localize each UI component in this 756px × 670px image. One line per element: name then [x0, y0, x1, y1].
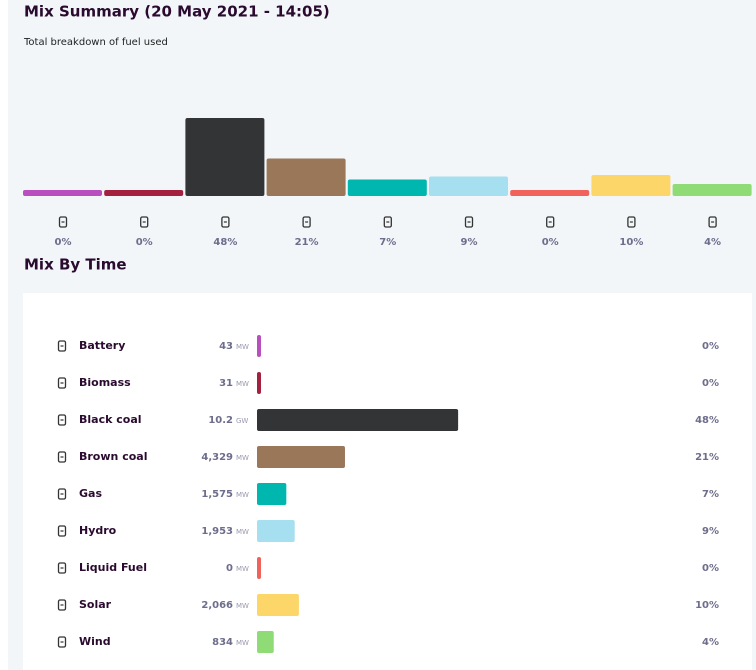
fuel-percent: 48%	[695, 415, 719, 426]
card	[23, 293, 752, 670]
summary-title: Mix Summary (20 May 2021 - 14:05)	[24, 3, 330, 21]
fuel-percent: 10%	[695, 600, 719, 611]
summary-percent: 0%	[542, 237, 559, 248]
fuel-name: Wind	[79, 635, 111, 648]
summary-bar	[185, 118, 265, 196]
fuel-bar	[257, 372, 261, 394]
section-title: Mix By Time	[24, 256, 127, 274]
summary-subtitle: Total breakdown of fuel used	[23, 37, 168, 48]
fuel-percent: 0%	[702, 563, 719, 574]
icon	[58, 216, 68, 228]
icon	[57, 636, 67, 648]
fuel-unit: GW	[236, 417, 248, 425]
fuel-bar	[257, 631, 274, 653]
fuel-unit: MW	[236, 343, 249, 351]
icon	[302, 216, 311, 228]
fuel-value: 1,953	[201, 526, 233, 537]
fuel-name: Biomass	[79, 376, 131, 389]
icon	[57, 340, 67, 352]
fuel-bar	[257, 483, 287, 505]
fuel-unit: MW	[236, 565, 249, 573]
summary-percent: 4%	[704, 237, 721, 248]
summary-bar	[672, 184, 752, 196]
summary-bar	[429, 176, 508, 196]
fuel-bar	[257, 335, 261, 357]
fuel-percent: 9%	[702, 526, 719, 537]
fuel-bar	[257, 557, 261, 579]
fuel-name: Solar	[79, 598, 112, 611]
fuel-name: Battery	[79, 339, 125, 352]
summary-bar	[347, 179, 427, 196]
fuel-unit: MW	[236, 639, 249, 647]
icon	[383, 216, 392, 228]
fuel-bar	[257, 520, 295, 542]
icon	[57, 377, 67, 389]
icon	[57, 599, 67, 611]
icon	[57, 414, 67, 426]
icon	[546, 216, 555, 228]
summary-bar	[510, 190, 590, 196]
icon	[57, 451, 67, 463]
icon	[57, 488, 67, 500]
fuel-name: Liquid Fuel	[79, 561, 147, 574]
icon	[57, 525, 67, 537]
fuel-name: Black coal	[79, 413, 142, 426]
summary-percent: 21%	[295, 237, 319, 248]
fuel-percent: 0%	[702, 341, 719, 352]
fuel-bar	[257, 409, 459, 431]
summary-bar	[591, 175, 671, 196]
summary-bar	[104, 190, 184, 196]
fuel-percent: 7%	[702, 489, 719, 500]
summary-percent: 48%	[213, 237, 237, 248]
icon	[140, 216, 149, 228]
fuel-bar	[257, 594, 299, 616]
icon	[57, 562, 67, 574]
summary-bar	[266, 158, 346, 196]
icon	[627, 216, 636, 228]
icon	[708, 216, 717, 228]
fuel-percent: 4%	[702, 637, 719, 648]
fuel-value: 0	[226, 563, 233, 574]
fuel-value: 4,329	[201, 452, 233, 463]
fuel-value: 10.2	[208, 415, 233, 426]
fuel-value: 834	[212, 637, 233, 648]
icon	[221, 216, 230, 228]
fuel-unit: MW	[236, 491, 249, 499]
fuel-value: 31	[219, 378, 233, 389]
fuel-name: Gas	[79, 487, 102, 500]
fuel-unit: MW	[236, 602, 249, 610]
fuel-name: Brown coal	[79, 450, 147, 463]
fuel-value: 1,575	[201, 489, 233, 500]
fuel-value: 43	[219, 341, 233, 352]
fuel-unit: MW	[236, 528, 249, 536]
summary-bar	[23, 190, 102, 196]
fuel-percent: 21%	[695, 452, 719, 463]
fuel-name: Hydro	[79, 524, 117, 537]
summary-percent: 0%	[55, 237, 72, 248]
summary-percent: 0%	[136, 237, 153, 248]
fuel-bar	[257, 446, 345, 468]
summary-percent: 10%	[619, 237, 643, 248]
fuel-unit: MW	[236, 380, 249, 388]
icon	[464, 216, 474, 228]
summary-percent: 9%	[461, 237, 478, 248]
fuel-unit: MW	[236, 454, 249, 462]
summary-percent: 7%	[379, 237, 396, 248]
fuel-value: 2,066	[201, 600, 233, 611]
fuel-percent: 0%	[702, 378, 719, 389]
